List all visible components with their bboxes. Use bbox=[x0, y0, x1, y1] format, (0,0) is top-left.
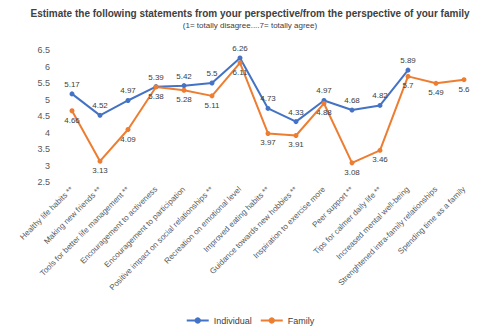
svg-text:6.11: 6.11 bbox=[233, 68, 249, 77]
svg-text:4.33: 4.33 bbox=[288, 108, 304, 117]
svg-text:3.08: 3.08 bbox=[344, 168, 360, 177]
svg-text:Guidance towards new hobbies *: Guidance towards new hobbies ** bbox=[208, 184, 300, 276]
svg-text:3.46: 3.46 bbox=[372, 155, 388, 164]
svg-text:5.49: 5.49 bbox=[428, 88, 444, 97]
svg-text:6.26: 6.26 bbox=[232, 44, 248, 53]
svg-text:5.5: 5.5 bbox=[206, 69, 218, 78]
svg-text:Peer support **: Peer support ** bbox=[310, 184, 356, 230]
svg-text:Family: Family bbox=[288, 316, 315, 326]
svg-text:5.89: 5.89 bbox=[400, 56, 416, 65]
svg-text:3.97: 3.97 bbox=[260, 138, 276, 147]
svg-text:4.09: 4.09 bbox=[120, 135, 136, 144]
svg-text:2.5: 2.5 bbox=[37, 177, 50, 187]
svg-text:Individual: Individual bbox=[214, 316, 252, 326]
svg-text:6: 6 bbox=[45, 62, 50, 72]
svg-text:4.5: 4.5 bbox=[37, 111, 50, 121]
svg-text:5.7: 5.7 bbox=[402, 81, 414, 90]
svg-text:3.91: 3.91 bbox=[288, 140, 304, 149]
svg-text:5.42: 5.42 bbox=[176, 72, 192, 81]
svg-text:4.52: 4.52 bbox=[92, 101, 108, 110]
svg-text:3.13: 3.13 bbox=[92, 166, 108, 175]
svg-text:Making new friends **: Making new friends ** bbox=[42, 184, 104, 246]
svg-text:5: 5 bbox=[45, 95, 50, 105]
svg-text:4.73: 4.73 bbox=[260, 94, 276, 103]
svg-text:4.97: 4.97 bbox=[120, 86, 136, 95]
svg-text:3: 3 bbox=[45, 161, 50, 171]
svg-text:4.68: 4.68 bbox=[344, 96, 360, 105]
svg-text:5.6: 5.6 bbox=[458, 85, 470, 94]
svg-text:Spending time as a family: Spending time as a family bbox=[396, 185, 467, 256]
svg-text:Recreation on emotional level: Recreation on emotional level bbox=[162, 184, 244, 266]
svg-text:Encouragement to activeness: Encouragement to activeness bbox=[78, 184, 160, 266]
svg-text:Improved eating habits **: Improved eating habits ** bbox=[201, 184, 272, 255]
svg-text:Tips for calmer daily life **: Tips for calmer daily life ** bbox=[311, 184, 384, 257]
svg-text:6.5: 6.5 bbox=[37, 45, 50, 55]
svg-text:4.82: 4.82 bbox=[372, 91, 388, 100]
svg-text:5.38: 5.38 bbox=[148, 92, 164, 101]
svg-text:5.17: 5.17 bbox=[64, 80, 80, 89]
svg-text:5.39: 5.39 bbox=[148, 73, 164, 82]
svg-text:Tools for better life manageme: Tools for better life management ** bbox=[38, 184, 132, 278]
svg-text:4.88: 4.88 bbox=[316, 108, 332, 117]
svg-text:Positive impact on social rela: Positive impact on social relationships … bbox=[108, 185, 215, 292]
svg-text:3.5: 3.5 bbox=[37, 144, 50, 154]
svg-text:(1= totally disagree....7= tot: (1= totally disagree....7= totally agree… bbox=[183, 21, 318, 30]
svg-text:5.5: 5.5 bbox=[37, 78, 50, 88]
svg-text:Inspiration to exercise more: Inspiration to exercise more bbox=[251, 184, 328, 261]
svg-text:Encouragement to participation: Encouragement to participation bbox=[102, 184, 188, 270]
svg-text:5.28: 5.28 bbox=[176, 95, 192, 104]
svg-text:Increased mental well-being: Increased mental well-being bbox=[334, 184, 412, 262]
svg-text:Strenghtened intra-family rela: Strenghtened intra-family relationships bbox=[336, 185, 439, 288]
svg-text:5.11: 5.11 bbox=[205, 101, 221, 110]
svg-text:Healthy life habits **: Healthy life habits ** bbox=[18, 185, 75, 242]
svg-text:4: 4 bbox=[45, 128, 50, 138]
svg-text:Estimate the following stateme: Estimate the following statements from y… bbox=[31, 8, 470, 19]
svg-text:4.66: 4.66 bbox=[64, 116, 80, 125]
svg-text:4.97: 4.97 bbox=[316, 86, 332, 95]
